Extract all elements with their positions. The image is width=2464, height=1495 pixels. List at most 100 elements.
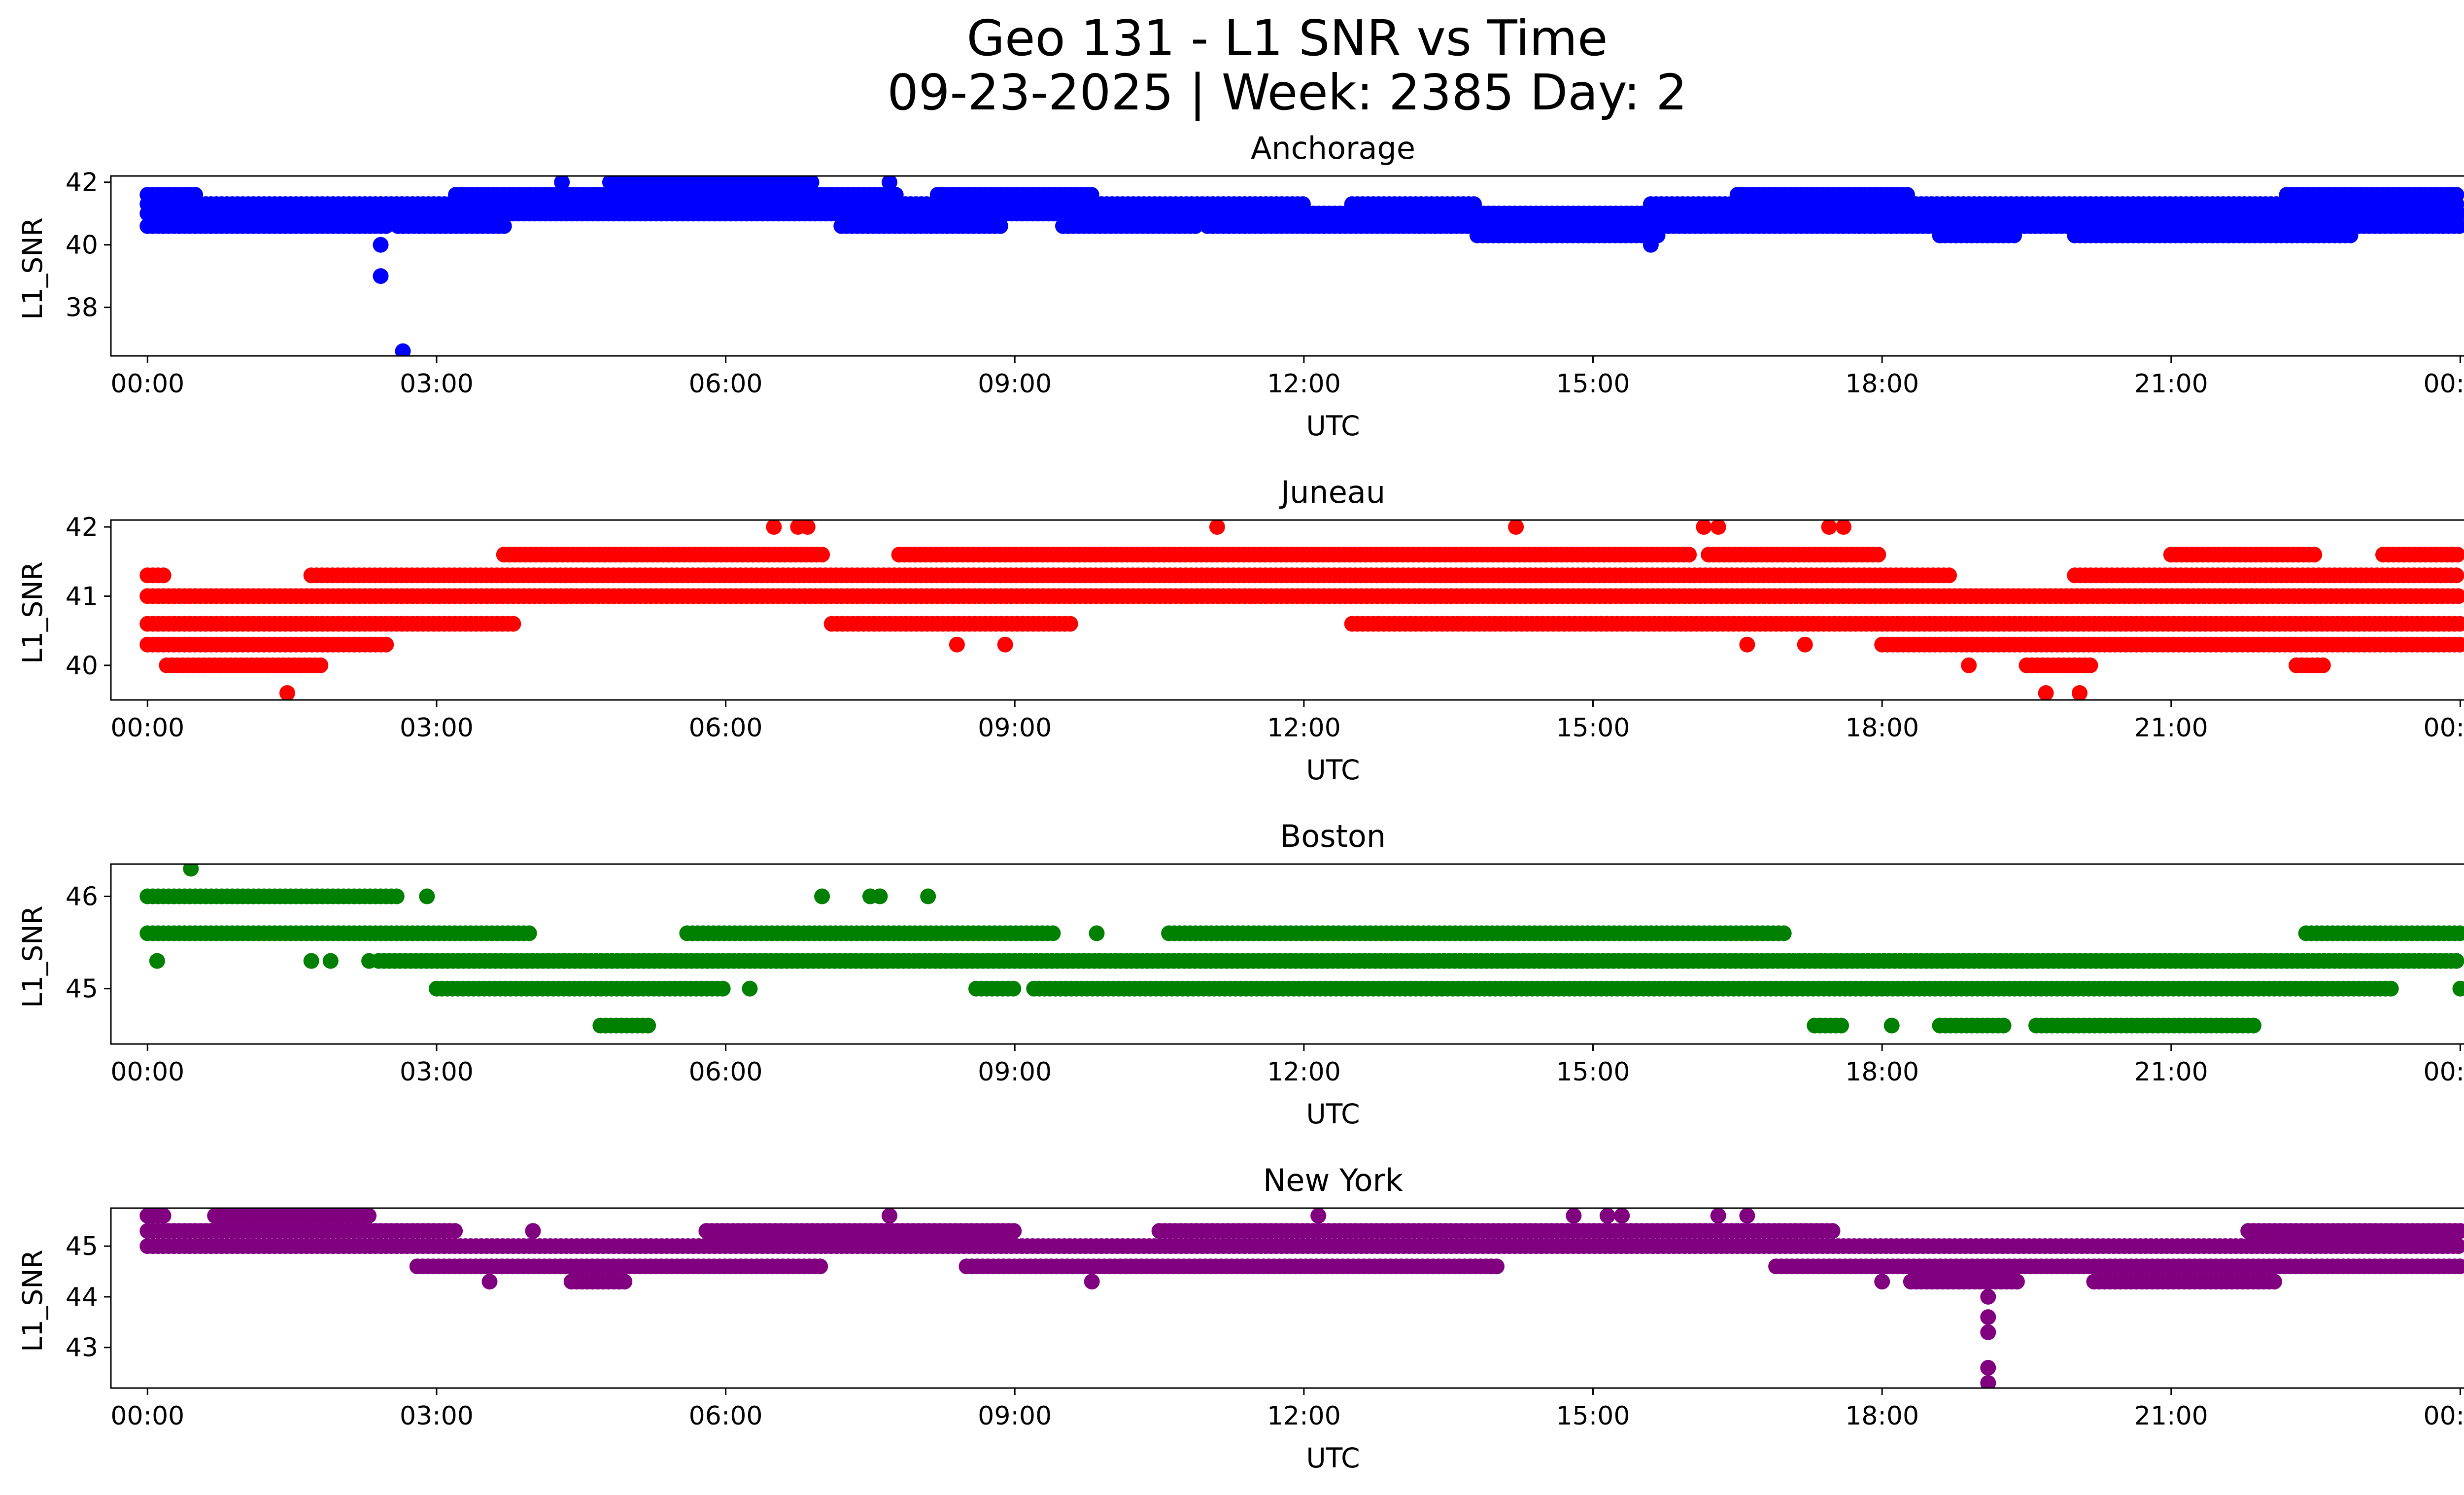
axes-frame-juneau <box>110 519 2464 701</box>
data-point <box>920 888 936 904</box>
panel-title-anchorage: Anchorage <box>1251 130 1415 166</box>
plot-area-anchorage: 00:00 03:00 06:00 09:00 12:00 15:00 18:00 21:00… <box>66 168 2464 399</box>
x-tick-label: 18:00 <box>1845 369 1919 399</box>
x-tick-label: 09:00 <box>978 713 1052 743</box>
data-point <box>1899 187 1915 203</box>
data-point <box>1062 616 1078 632</box>
data-point <box>1941 567 1957 584</box>
plot-area-boston: 00:00 03:00 06:00 09:00 12:00 15:00 18:00 21:00… <box>66 863 2464 1087</box>
data-point <box>149 953 165 969</box>
panel-boston: Boston 00:00 03:00 06:00 09:00 12:00 15:00 18:… <box>17 818 2464 1130</box>
data-point <box>312 657 329 673</box>
axes-frame-boston <box>110 863 2464 1045</box>
panel-anchorage: Anchorage 00:00 03:00 06:00 09:00 12:00 15:00… <box>17 130 2464 442</box>
data-points-anchorage <box>139 176 2464 356</box>
x-axis-label-juneau: UTC <box>1306 754 1360 786</box>
x-tick-label: 03:00 <box>400 713 474 743</box>
data-point <box>997 636 1013 653</box>
data-point <box>2452 636 2464 653</box>
data-point <box>279 685 295 700</box>
data-point <box>2449 547 2464 563</box>
data-point <box>388 888 405 904</box>
x-tick-label: 03:00 <box>400 369 474 399</box>
x-tick-label: 00:00 <box>110 1057 184 1087</box>
data-point <box>1005 980 1022 997</box>
data-point <box>322 953 339 969</box>
data-point <box>554 176 570 190</box>
figure-title-line1: Geo 131 - L1 SNR vs Time <box>967 9 1608 67</box>
data-point <box>1643 237 1659 253</box>
data-point <box>395 343 411 356</box>
data-point <box>361 953 377 969</box>
x-tick-label: 21:00 <box>2134 1057 2208 1087</box>
y-tick-label: 41 <box>66 582 98 611</box>
data-point <box>1083 187 1099 203</box>
x-tick-label: 00:00 <box>2424 713 2464 743</box>
data-point <box>1776 925 1792 941</box>
data-point <box>872 888 888 904</box>
data-point <box>1870 547 1886 563</box>
data-point <box>1696 520 1712 535</box>
data-point <box>2246 1017 2261 1034</box>
data-point <box>616 1274 633 1290</box>
data-point <box>766 520 782 535</box>
data-point <box>715 980 731 997</box>
x-tick-label: 06:00 <box>689 713 763 743</box>
data-points-boston <box>139 864 2464 1034</box>
plot-area-new-york: 00:00 03:00 06:00 09:00 12:00 15:00 18:00 21:00… <box>66 1207 2464 1431</box>
x-tick-label: 00:00 <box>110 369 184 399</box>
data-point <box>183 864 199 877</box>
x-axis-label-anchorage: UTC <box>1306 410 1360 442</box>
data-point <box>1681 547 1697 563</box>
data-point <box>373 237 389 253</box>
x-tick-label: 00:00 <box>2424 1057 2464 1087</box>
data-point <box>1821 520 1837 535</box>
x-tick-label: 18:00 <box>1845 1057 1919 1087</box>
x-tick-label: 15:00 <box>1556 369 1630 399</box>
x-tick-label: 03:00 <box>400 1057 474 1087</box>
data-point <box>1295 196 1311 212</box>
data-point <box>2448 187 2464 203</box>
panel-title-juneau: Juneau <box>1279 474 1385 510</box>
data-point <box>303 953 319 969</box>
data-point <box>521 925 537 941</box>
data-point <box>178 187 194 203</box>
data-point <box>1710 520 1726 535</box>
data-point <box>1508 520 1524 535</box>
plot-area-juneau: 00:00 03:00 06:00 09:00 12:00 15:00 18:00 21:00… <box>66 513 2464 743</box>
panel-title-new-york: New York <box>1263 1162 1403 1198</box>
data-point <box>814 888 830 904</box>
data-point <box>1797 636 1813 653</box>
data-point <box>1883 1017 1900 1034</box>
data-point <box>2452 980 2464 997</box>
data-point <box>1833 1017 1849 1034</box>
panel-title-boston: Boston <box>1280 818 1386 854</box>
data-point <box>2448 953 2464 969</box>
x-tick-label: 15:00 <box>1556 713 1630 743</box>
x-tick-label: 09:00 <box>978 369 1052 399</box>
data-point <box>155 567 171 584</box>
y-tick-label: 46 <box>66 882 98 912</box>
data-point <box>419 888 435 904</box>
figure-title-line2: 09-23-2025 | Week: 2385 Day: 2 <box>887 64 1687 121</box>
data-point <box>373 268 389 284</box>
panel-juneau: Juneau 00:00 03:00 06:00 09:00 12:00 15:00 18:… <box>17 474 2464 786</box>
x-tick-label: 15:00 <box>1556 1057 1630 1087</box>
data-point <box>803 176 820 190</box>
data-point <box>1089 925 1105 941</box>
data-point <box>1209 520 1225 535</box>
data-point <box>2009 1274 2025 1290</box>
data-point <box>1995 1017 2012 1034</box>
data-point <box>1961 657 1977 673</box>
data-point <box>2082 657 2098 673</box>
x-tick-label: 21:00 <box>2134 369 2208 399</box>
data-points-new-york <box>139 1208 2464 1388</box>
data-point <box>812 1258 828 1275</box>
data-point <box>2450 588 2464 604</box>
x-tick-label: 00:00 <box>110 713 184 743</box>
data-point <box>2315 657 2331 673</box>
data-point <box>2383 980 2399 997</box>
y-axis-label-anchorage: L1_SNR <box>17 217 48 319</box>
data-point <box>799 520 816 535</box>
